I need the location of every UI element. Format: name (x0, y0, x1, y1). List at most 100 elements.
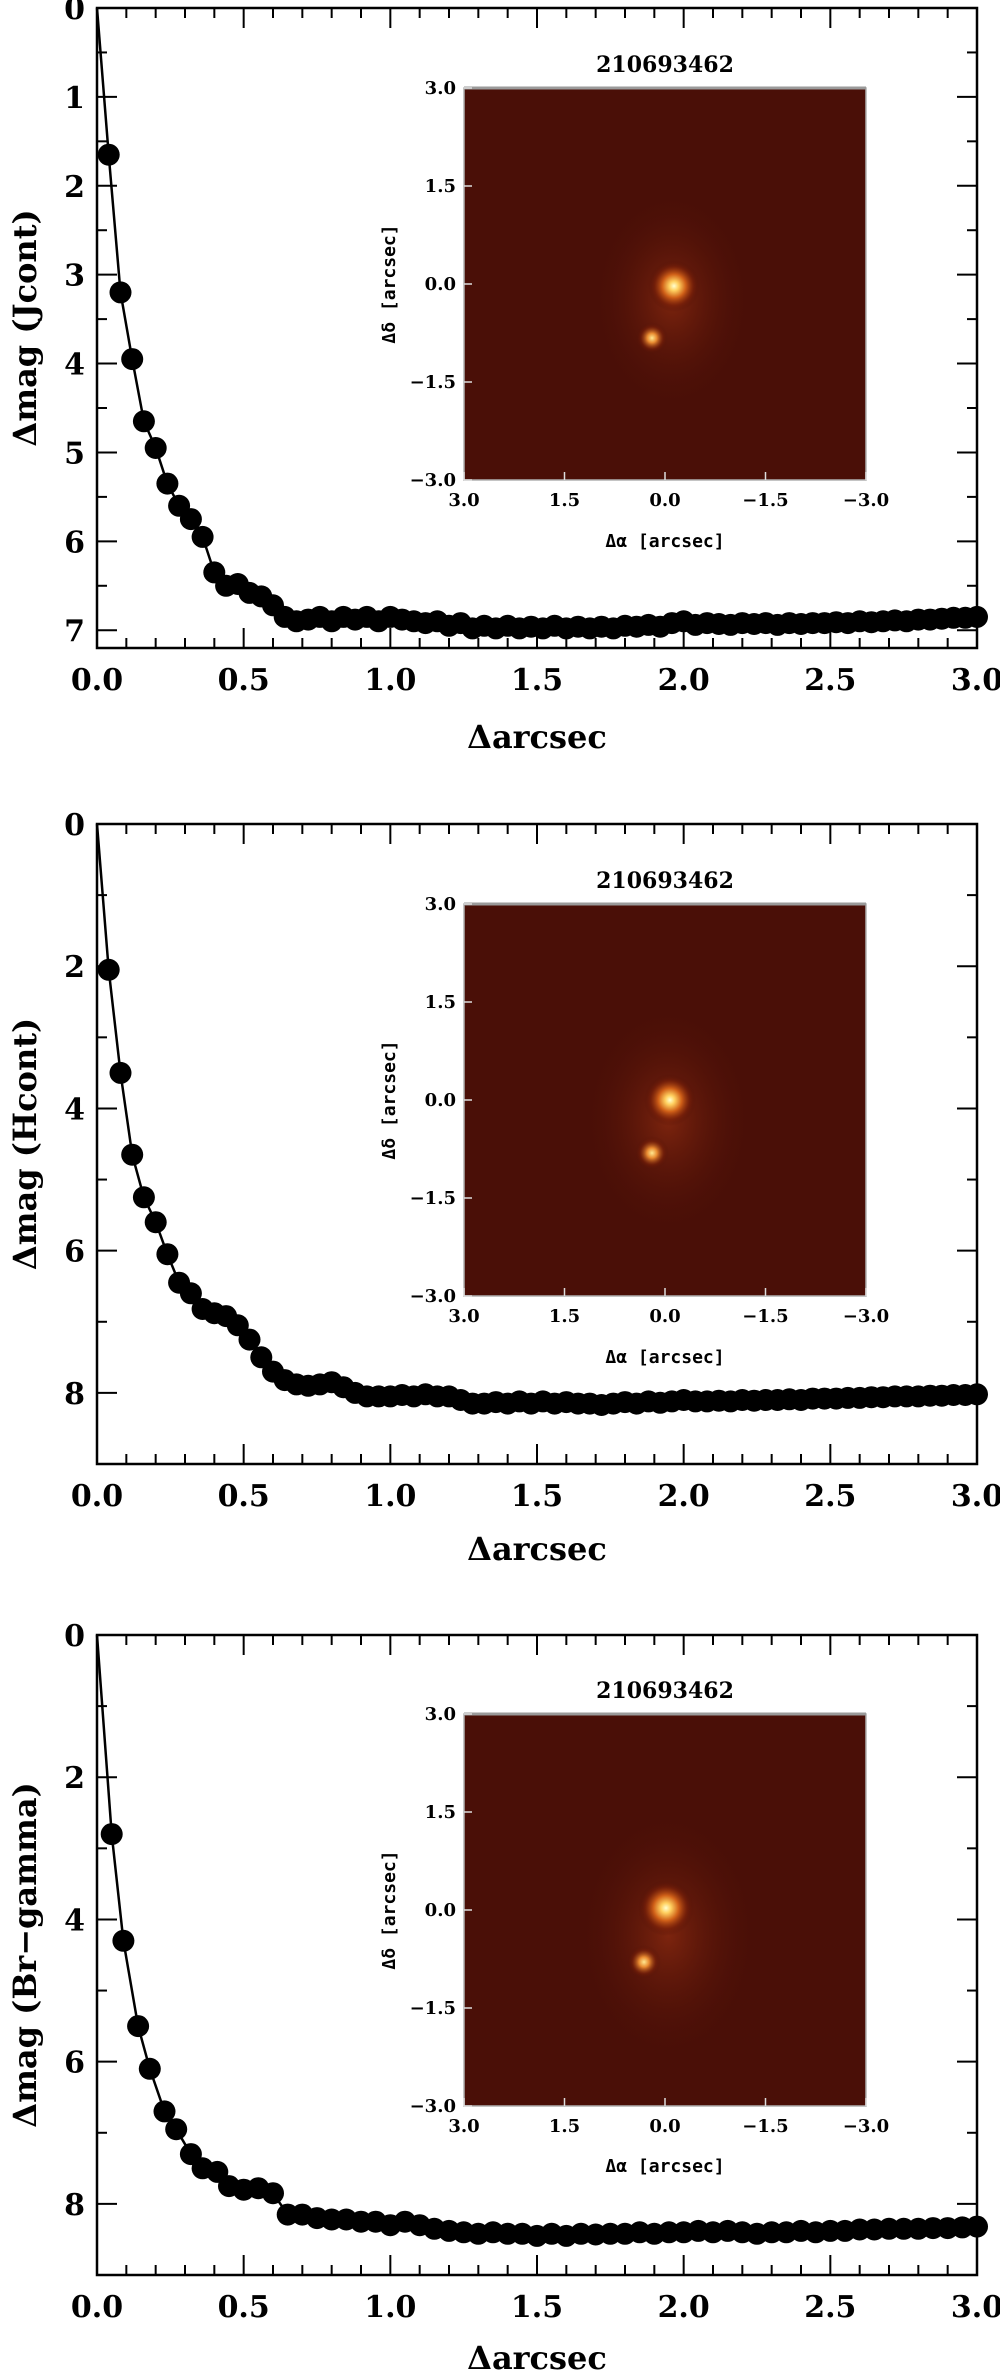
data-point (100, 1823, 123, 1846)
inset-x-tick-label: −1.5 (742, 1306, 788, 1327)
data-point (132, 1186, 155, 1209)
y-tick-labels: 0 1 2 3 4 5 6 7 (64, 0, 85, 649)
x-tick-label: 2.5 (804, 1479, 856, 1514)
companion-star (636, 322, 668, 354)
data-point (109, 281, 132, 304)
inset-y-tick-label: 0.0 (425, 1090, 456, 1111)
inset-y-tick-label: −1.5 (410, 1998, 456, 2019)
y-tick-label: 1 (64, 81, 85, 116)
y-tick-label: 0 (64, 0, 85, 27)
panel-brgamma: 0.0 0.5 1.0 1.5 2.0 2.5 3.0 0 2 4 6 8 Δarcsec Δmag… (6, 1619, 1000, 2375)
x-tick-label: 1.5 (511, 663, 563, 698)
y-tick-label: 4 (64, 1903, 85, 1938)
primary-star (644, 1074, 696, 1126)
y-tick-label: 5 (64, 436, 85, 471)
y-tick-labels: 0 2 4 6 8 (64, 808, 85, 1412)
data-point (262, 2182, 284, 2205)
x-tick-label: 2.5 (804, 663, 856, 698)
inset-x-tick-label: 0.0 (649, 2116, 680, 2137)
x-axis-title: Δarcsec (467, 718, 607, 756)
inset-x-tick-label: 3.0 (448, 490, 479, 511)
x-tick-label: 1.0 (364, 663, 416, 698)
inset-y-tick-label: 0.0 (425, 1900, 456, 1921)
inset-x-tick-label: 1.5 (549, 490, 580, 511)
data-point (156, 1243, 179, 1266)
y-tick-label: 2 (64, 1761, 85, 1796)
data-point (966, 2215, 988, 2238)
x-axis-title: Δarcsec (467, 2339, 607, 2375)
x-tick-label: 0.5 (218, 2290, 270, 2325)
x-tick-label: 3.0 (951, 2290, 1000, 2325)
inset-y-tick-labels: 3.0 1.5 0.0 −1.5 −3.0 (410, 1704, 472, 2117)
x-tick-labels: 0.0 0.5 1.0 1.5 2.0 2.5 3.0 (71, 663, 1000, 698)
inset-x-tick-label: 0.0 (649, 490, 680, 511)
x-tick-label: 2.0 (658, 1479, 710, 1514)
x-tick-label: 0.5 (218, 663, 270, 698)
inset-y-tick-labels: 3.0 1.5 0.0 −1.5 −3.0 (410, 894, 472, 1307)
x-tick-label: 3.0 (951, 1479, 1000, 1514)
x-tick-labels: 0.0 0.5 1.0 1.5 2.0 2.5 3.0 (71, 2290, 1000, 2325)
data-point (132, 410, 155, 433)
x-tick-label: 1.0 (364, 1479, 416, 1514)
x-tick-label: 0.0 (71, 2290, 123, 2325)
data-point (138, 2057, 161, 2080)
inset-image-panel: 210693462 3.0 1.5 0.0 −1.5 −3.0 3.0 1.5 0.0 −1.… (379, 52, 889, 552)
inset-x-tick-label: 1.5 (549, 1306, 580, 1327)
inset-x-tick-labels: 3.0 1.5 0.0 −1.5 −3.0 (448, 2098, 889, 2137)
x-tick-label: 1.5 (511, 2290, 563, 2325)
series-points (97, 958, 988, 1416)
data-point (144, 437, 167, 459)
y-tick-label: 8 (64, 1377, 85, 1412)
data-point (121, 348, 144, 371)
inset-y-tick-label: 1.5 (425, 1802, 456, 1823)
companion-star (627, 1945, 661, 1979)
x-tick-labels: 0.0 0.5 1.0 1.5 2.0 2.5 3.0 (71, 1479, 1000, 1514)
data-point (112, 1929, 135, 1952)
inset-y-tick-label: −3.0 (410, 2096, 456, 2117)
inset-title: 210693462 (596, 1678, 734, 1704)
inset-x-tick-label: 3.0 (448, 2116, 479, 2137)
inset-y-tick-label: 3.0 (425, 894, 456, 915)
inset-x-axis-title: Δα [arcsec] (605, 531, 724, 552)
data-point (966, 605, 988, 628)
inset-x-tick-label: −1.5 (742, 2116, 788, 2137)
data-point (121, 1143, 144, 1166)
inset-x-tick-label: 0.0 (649, 1306, 680, 1327)
x-tick-label: 2.0 (658, 663, 710, 698)
inset-x-tick-labels: 3.0 1.5 0.0 −1.5 −3.0 (448, 1288, 889, 1327)
inset-y-tick-label: −1.5 (410, 372, 456, 393)
data-point (97, 958, 120, 981)
companion-star (635, 1136, 669, 1170)
inset-x-tick-label: −3.0 (843, 490, 889, 511)
inset-image-panel: 210693462 3.0 1.5 0.0 −1.5 −3.0 3.0 1.5 0.0 −1.… (379, 868, 889, 1368)
data-point (127, 2015, 150, 2038)
inset-x-axis-title: Δα [arcsec] (605, 1347, 724, 1368)
y-tick-label: 2 (64, 950, 85, 985)
inset-y-tick-label: −3.0 (410, 470, 456, 491)
data-point (156, 472, 179, 495)
series-points (97, 143, 988, 640)
y-tick-label: 3 (64, 259, 85, 294)
x-tick-label: 0.5 (218, 1479, 270, 1514)
inset-y-axis-title: Δδ [arcsec] (379, 224, 400, 343)
series-points (100, 1823, 988, 2247)
y-tick-label: 4 (64, 1092, 85, 1127)
data-point (109, 1061, 132, 1084)
data-point (179, 1282, 202, 1305)
x-axis-title: Δarcsec (467, 1530, 607, 1568)
y-tick-label: 0 (64, 1619, 85, 1654)
inset-y-tick-label: 1.5 (425, 176, 456, 197)
axis-ticks (96, 7, 978, 648)
primary-star (648, 260, 700, 312)
y-tick-label: 8 (64, 2188, 85, 2223)
inset-x-tick-label: 1.5 (549, 2116, 580, 2137)
inset-title: 210693462 (596, 868, 734, 894)
panel-hcont: 0.0 0.5 1.0 1.5 2.0 2.5 3.0 0 2 4 6 8 Δarcsec Δmag… (6, 808, 1000, 1568)
inset-y-tick-label: −3.0 (410, 1286, 456, 1307)
x-tick-label: 0.0 (71, 663, 123, 698)
primary-star (638, 1880, 694, 1936)
inset-x-tick-label: −1.5 (742, 490, 788, 511)
x-tick-label: 0.0 (71, 1479, 123, 1514)
y-tick-label: 6 (64, 1235, 85, 1270)
